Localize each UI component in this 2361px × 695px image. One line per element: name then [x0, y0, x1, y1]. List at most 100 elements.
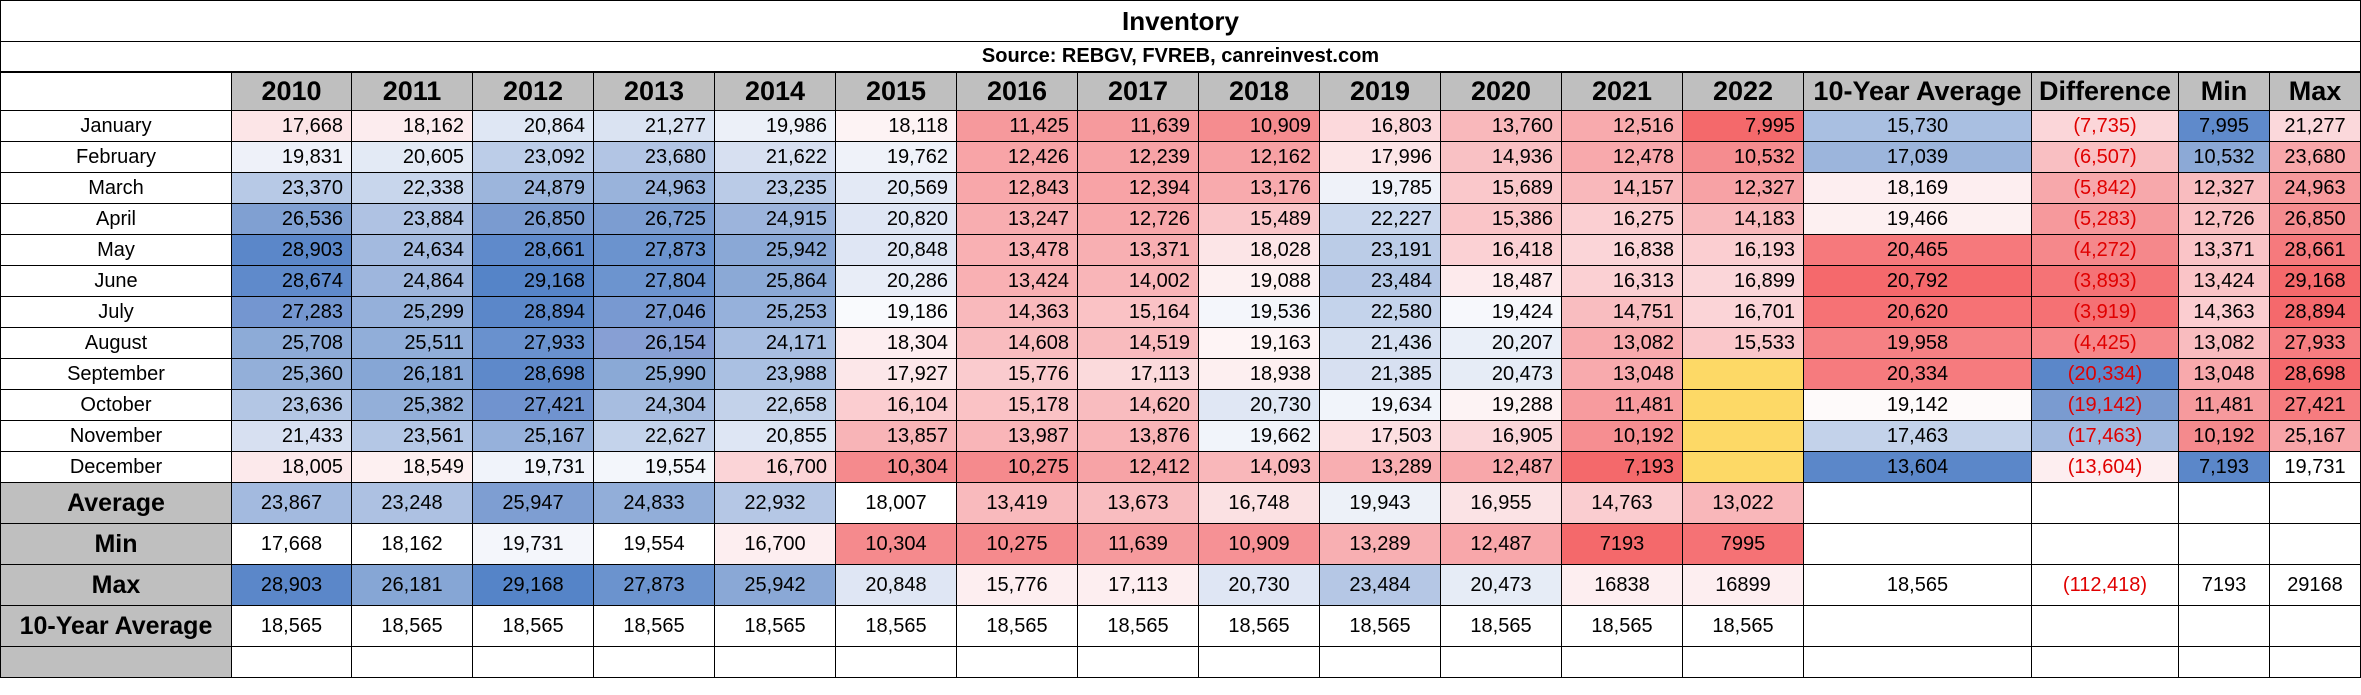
data-cell[interactable]: 19,466 [1803, 203, 2032, 235]
column-header[interactable]: 2012 [472, 72, 594, 111]
data-cell[interactable]: 12,478 [1561, 141, 1683, 173]
data-cell[interactable]: (17,463) [2031, 420, 2179, 452]
data-cell[interactable]: 29,168 [2269, 265, 2361, 297]
empty-cell[interactable] [1561, 646, 1683, 678]
data-cell[interactable]: 28,903 [231, 564, 352, 606]
stat-label[interactable]: Max [0, 564, 232, 606]
data-cell[interactable]: 21,622 [714, 141, 836, 173]
data-cell[interactable]: 16838 [1561, 564, 1683, 606]
data-cell[interactable]: 24,864 [351, 265, 473, 297]
corner-cell[interactable] [0, 72, 232, 111]
data-cell[interactable]: 13,022 [1682, 482, 1804, 524]
data-cell[interactable]: 18,565 [1077, 605, 1199, 647]
sheet-title[interactable]: Inventory [0, 0, 2361, 41]
data-cell[interactable]: 13,424 [2178, 265, 2270, 297]
data-cell[interactable]: 28,661 [472, 234, 594, 266]
data-cell[interactable]: 16,803 [1319, 110, 1441, 142]
data-cell[interactable]: 27,046 [593, 296, 715, 328]
data-cell[interactable]: 19,554 [593, 523, 715, 565]
data-cell[interactable]: 15,533 [1682, 327, 1804, 359]
data-cell[interactable]: 20,620 [1803, 296, 2032, 328]
data-cell[interactable]: 27,933 [2269, 327, 2361, 359]
data-cell[interactable]: 10,304 [835, 451, 957, 483]
data-cell[interactable]: 10,532 [1682, 141, 1804, 173]
data-cell[interactable]: 27,873 [593, 234, 715, 266]
data-cell[interactable]: 17,668 [231, 110, 352, 142]
data-cell[interactable]: 24,304 [593, 389, 715, 421]
data-cell[interactable]: 12,726 [1077, 203, 1199, 235]
data-cell[interactable]: 18,565 [231, 605, 352, 647]
stat-label[interactable]: Average [0, 482, 232, 524]
data-cell[interactable]: 7,193 [2178, 451, 2270, 483]
empty-cell[interactable] [1319, 646, 1441, 678]
data-cell[interactable]: 15,776 [956, 358, 1078, 390]
data-cell[interactable] [2031, 523, 2179, 565]
data-cell[interactable]: 13,289 [1319, 451, 1441, 483]
data-cell[interactable]: 21,277 [593, 110, 715, 142]
data-cell[interactable]: 18,565 [1561, 605, 1683, 647]
data-cell[interactable] [2269, 482, 2361, 524]
data-cell[interactable]: 19,731 [472, 523, 594, 565]
data-cell[interactable]: 20,605 [351, 141, 473, 173]
data-cell[interactable]: 7995 [1682, 523, 1804, 565]
data-cell[interactable]: 18,487 [1440, 265, 1562, 297]
data-cell[interactable]: 21,277 [2269, 110, 2361, 142]
month-label[interactable]: April [0, 203, 232, 235]
data-cell[interactable]: 15,386 [1440, 203, 1562, 235]
data-cell[interactable]: 17,113 [1077, 358, 1199, 390]
data-cell[interactable]: 18,565 [1319, 605, 1441, 647]
column-header[interactable]: Max [2269, 72, 2361, 111]
empty-cell[interactable] [1682, 646, 1804, 678]
empty-cell[interactable] [2031, 646, 2179, 678]
data-cell[interactable]: 20,848 [835, 564, 957, 606]
empty-cell[interactable] [1440, 646, 1562, 678]
data-cell[interactable]: 18,005 [231, 451, 352, 483]
data-cell[interactable]: 18,565 [956, 605, 1078, 647]
data-cell[interactable]: 11,481 [1561, 389, 1683, 421]
data-cell[interactable]: 22,580 [1319, 296, 1441, 328]
data-cell[interactable]: 18,304 [835, 327, 957, 359]
data-cell[interactable]: 23,235 [714, 172, 836, 204]
empty-cell[interactable] [1198, 646, 1320, 678]
data-cell[interactable]: 18,565 [1803, 564, 2032, 606]
data-cell[interactable]: 25,942 [714, 564, 836, 606]
data-cell[interactable]: 28,903 [231, 234, 352, 266]
data-cell[interactable]: 18,007 [835, 482, 957, 524]
data-cell[interactable]: (5,283) [2031, 203, 2179, 235]
data-cell[interactable] [1682, 358, 1804, 390]
data-cell[interactable]: 20,730 [1198, 389, 1320, 421]
data-cell[interactable]: 16,700 [714, 523, 836, 565]
data-cell[interactable]: 17,463 [1803, 420, 2032, 452]
data-cell[interactable]: 25,511 [351, 327, 473, 359]
column-header[interactable]: 2019 [1319, 72, 1441, 111]
data-cell[interactable]: 15,776 [956, 564, 1078, 606]
data-cell[interactable]: 12,327 [1682, 172, 1804, 204]
data-cell[interactable]: 12,426 [956, 141, 1078, 173]
data-cell[interactable]: 19,762 [835, 141, 957, 173]
empty-cell[interactable] [2178, 646, 2270, 678]
data-cell[interactable]: 27,804 [593, 265, 715, 297]
data-cell[interactable]: 29168 [2269, 564, 2361, 606]
data-cell[interactable]: 13,987 [956, 420, 1078, 452]
data-cell[interactable]: (3,919) [2031, 296, 2179, 328]
data-cell[interactable]: 13,247 [956, 203, 1078, 235]
data-cell[interactable]: 17,668 [231, 523, 352, 565]
data-cell[interactable]: 19,536 [1198, 296, 1320, 328]
data-cell[interactable]: 15,178 [956, 389, 1078, 421]
data-cell[interactable]: 23,561 [351, 420, 473, 452]
data-cell[interactable]: 23,484 [1319, 265, 1441, 297]
data-cell[interactable] [2269, 523, 2361, 565]
data-cell[interactable]: 20,465 [1803, 234, 2032, 266]
data-cell[interactable]: 25,382 [351, 389, 473, 421]
data-cell[interactable]: 16,701 [1682, 296, 1804, 328]
data-cell[interactable]: 10,532 [2178, 141, 2270, 173]
data-cell[interactable]: 20,848 [835, 234, 957, 266]
data-cell[interactable]: 19,163 [1198, 327, 1320, 359]
data-cell[interactable]: 26,154 [593, 327, 715, 359]
data-cell[interactable]: 13,478 [956, 234, 1078, 266]
data-cell[interactable]: (4,272) [2031, 234, 2179, 266]
data-cell[interactable]: 29,168 [472, 564, 594, 606]
empty-cell[interactable] [956, 646, 1078, 678]
data-cell[interactable]: 24,963 [593, 172, 715, 204]
data-cell[interactable] [2178, 482, 2270, 524]
